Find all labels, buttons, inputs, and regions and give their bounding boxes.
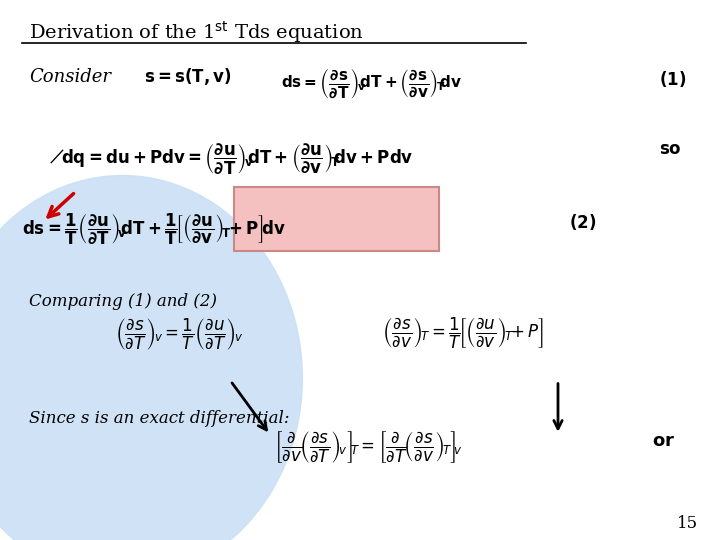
Text: $\left[\dfrac{\partial}{\partial v}\!\left(\dfrac{\partial s}{\partial T}\right): $\left[\dfrac{\partial}{\partial v}\!\le… — [274, 429, 462, 465]
Text: $\left(\dfrac{\partial s}{\partial T}\right)_{\!v} = \dfrac{1}{T}\left(\dfrac{\p: $\left(\dfrac{\partial s}{\partial T}\ri… — [115, 316, 243, 352]
Text: Since s is an exact differential:: Since s is an exact differential: — [29, 410, 289, 427]
Text: Derivation of the 1$^{\rm st}$ Tds equation: Derivation of the 1$^{\rm st}$ Tds equat… — [29, 19, 364, 45]
Text: $\mathbf{s = s(T, v)}$: $\mathbf{s = s(T, v)}$ — [144, 66, 232, 87]
Text: $\mathbf{(2)}$: $\mathbf{(2)}$ — [569, 212, 596, 232]
Text: $\mathbf{so}$: $\mathbf{so}$ — [659, 141, 681, 158]
Text: 15: 15 — [678, 515, 698, 532]
Text: Comparing (1) and (2): Comparing (1) and (2) — [29, 293, 217, 309]
Text: $\mathbf{ds = \dfrac{1}{T}\left(\dfrac{\partial u}{\partial T}\right)_{\!v}\!\! : $\mathbf{ds = \dfrac{1}{T}\left(\dfrac{\… — [22, 212, 286, 247]
Text: Consider: Consider — [29, 68, 111, 85]
Text: $\mathbf{\not\!dq = du + Pdv = \left(\dfrac{\partial u}{\partial T}\right)_{\!v}: $\mathbf{\not\!dq = du + Pdv = \left(\df… — [50, 141, 414, 177]
Text: $\mathbf{(1)}$: $\mathbf{(1)}$ — [659, 69, 686, 89]
Ellipse shape — [0, 176, 302, 540]
Text: $\left(\dfrac{\partial s}{\partial v}\right)_{\!T} = \dfrac{1}{T}\!\left[\left(\: $\left(\dfrac{\partial s}{\partial v}\ri… — [382, 316, 544, 351]
Text: $\mathbf{or}$: $\mathbf{or}$ — [652, 432, 675, 450]
FancyBboxPatch shape — [234, 187, 439, 251]
Text: $\mathbf{ds = \left(\dfrac{\partial s}{\partial T}\right)_{\!v}\!\! dT + \left(\: $\mathbf{ds = \left(\dfrac{\partial s}{\… — [281, 66, 462, 100]
